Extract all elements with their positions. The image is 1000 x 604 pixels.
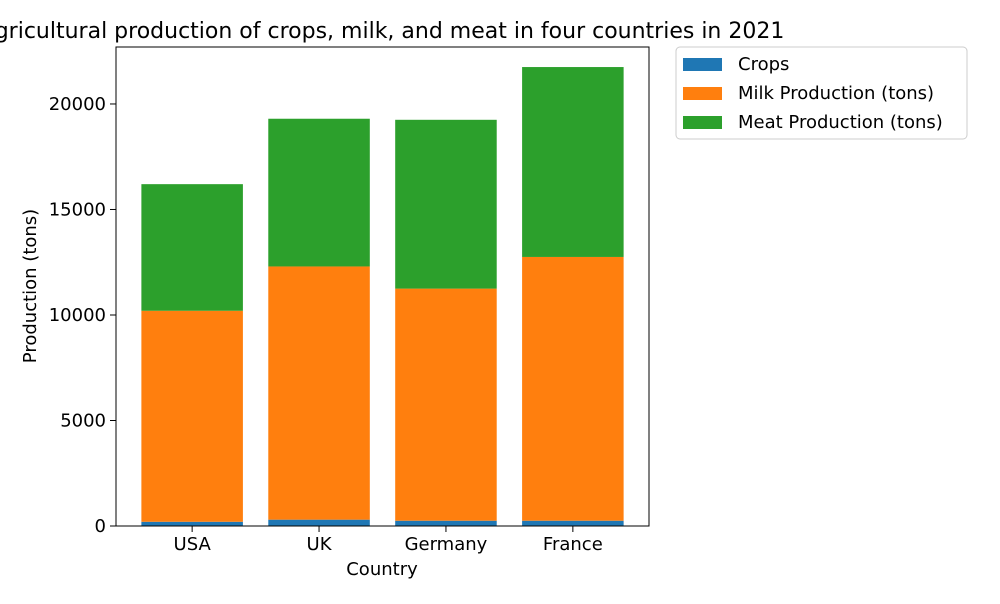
legend: Crops Milk Production (tons) Meat Producti…: [675, 46, 968, 140]
y-tick-label: 20000: [49, 94, 106, 115]
bar-uk-series-1: [268, 266, 370, 520]
bar-germany-series-2: [395, 119, 497, 289]
x-tick-label: USA: [174, 534, 212, 555]
x-axis: USA UK Germany France: [174, 526, 603, 555]
bar-uk-series-0: [268, 519, 370, 526]
legend-label: Meat Production (tons): [738, 112, 943, 133]
bars-group: [141, 67, 624, 526]
legend-box: [675, 46, 968, 140]
legend-label: Milk Production (tons): [738, 83, 934, 104]
bar-usa-series-0: [141, 521, 243, 526]
legend-label: Crops: [738, 54, 789, 75]
bar-germany-series-0: [395, 520, 497, 526]
bar-france-series-1: [522, 256, 624, 521]
y-axis: 0 5000 10000 15000 20000: [49, 94, 116, 537]
bar-germany-series-1: [395, 288, 497, 521]
legend-swatch: [683, 87, 722, 100]
y-tick-label: 0: [95, 516, 106, 537]
plot-frame: [115, 46, 650, 527]
x-tick-label: Germany: [405, 534, 488, 555]
y-axis-label: Production (tons): [20, 209, 41, 363]
bar-france-series-2: [522, 67, 624, 257]
bar-france-series-0: [522, 520, 624, 526]
bar-uk-series-2: [268, 118, 370, 267]
x-axis-label: Country: [346, 559, 418, 580]
y-tick-label: 5000: [60, 410, 106, 431]
y-tick-label: 15000: [49, 199, 106, 220]
y-tick-label: 10000: [49, 305, 106, 326]
legend-swatch: [683, 58, 722, 71]
chart-title: Agricultural production of crops, milk, …: [0, 19, 784, 44]
legend-swatch: [683, 116, 722, 129]
x-tick-label: France: [543, 534, 603, 555]
bar-usa-series-1: [141, 310, 243, 522]
bar-usa-series-2: [141, 184, 243, 311]
x-tick-label: UK: [307, 534, 333, 555]
